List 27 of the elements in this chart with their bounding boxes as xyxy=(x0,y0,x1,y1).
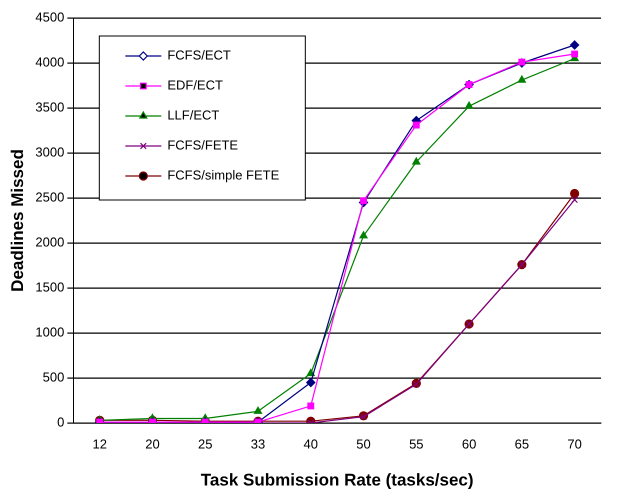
legend-label: FCFS/FETE xyxy=(167,138,238,153)
y-tick-label: 0 xyxy=(57,414,64,430)
y-tick-label: 500 xyxy=(42,370,64,385)
x-tick-label: 65 xyxy=(514,436,530,452)
x-tick-label: 55 xyxy=(409,436,424,452)
y-tick-label: 3000 xyxy=(35,144,64,160)
y-tick-label: 3500 xyxy=(35,100,64,115)
x-tick-label: 33 xyxy=(250,436,266,452)
y-tick-label: 2500 xyxy=(35,190,64,205)
x-tick-label: 60 xyxy=(462,436,476,452)
legend-label: FCFS/simple FETE xyxy=(167,168,280,183)
x-tick-label: 40 xyxy=(304,436,318,452)
legend-label: FCFS/ECT xyxy=(167,48,231,63)
legend-label: EDF/ECT xyxy=(167,78,223,93)
x-tick-label: 25 xyxy=(198,436,212,452)
y-tick-label: 4500 xyxy=(35,10,64,25)
x-tick-label: 70 xyxy=(567,436,582,452)
x-tick-label: 50 xyxy=(356,436,371,452)
y-tick-label: 2000 xyxy=(35,234,64,250)
x-tick-label: 12 xyxy=(92,436,107,452)
y-tick-label: 1000 xyxy=(35,324,64,340)
y-axis-title: Deadlines Missed xyxy=(8,149,27,292)
x-axis-title: Task Submission Rate (tasks/sec) xyxy=(200,470,474,490)
x-tick-label: 20 xyxy=(145,436,160,452)
legend-label: LLF/ECT xyxy=(167,108,220,123)
y-tick-label: 4000 xyxy=(35,54,64,70)
y-tick-label: 1500 xyxy=(35,280,64,295)
